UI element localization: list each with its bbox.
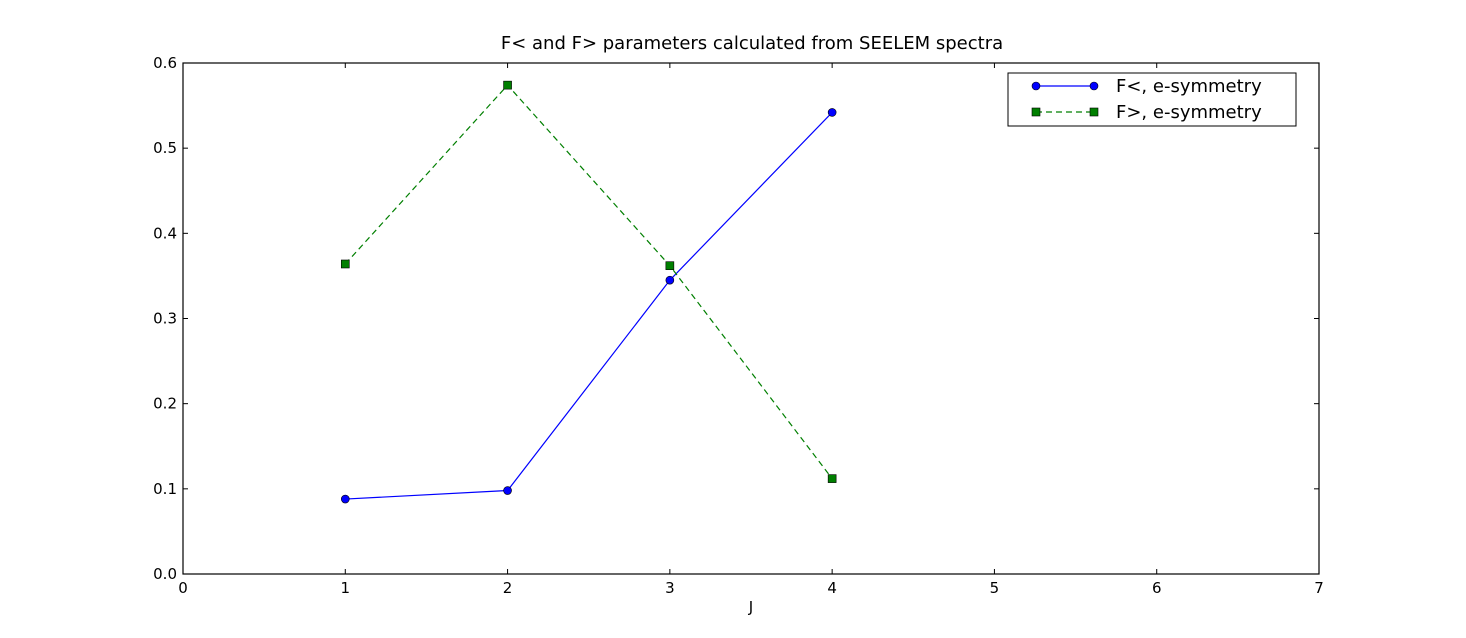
y-tick-label: 0.0 [153,565,177,583]
series-1-point [827,108,837,117]
legend-marker-start [1031,81,1041,91]
x-tick-label: 1 [341,579,351,597]
legend-label-1: F<, e-symmetry [1116,76,1262,97]
y-tick-label: 0.2 [153,395,177,413]
chart-title: F< and F> parameters calculated from SEE… [501,33,1003,54]
x-tick-label: 0 [178,579,188,597]
legend-label-2: F>, e-symmetry [1116,102,1262,123]
x-tick-label: 6 [1152,579,1162,597]
series-2-point [827,474,837,483]
series-2-point [665,261,675,270]
x-axis-label: J [748,598,753,616]
y-tick-label: 0.4 [153,224,177,242]
legend-box [1007,72,1297,127]
y-tick-label: 0.3 [153,310,177,328]
x-tick-label: 2 [503,579,513,597]
plot-area [182,62,1320,575]
series-2 [340,80,837,483]
legend-marker-end [1089,107,1099,117]
x-tick-label: 5 [990,579,1000,597]
series-2-point [503,80,512,90]
series-1 [340,108,837,504]
legend-marker-end [1089,81,1099,91]
series-layer [340,80,837,504]
series-1-point [665,275,675,285]
x-tick-label: 4 [827,579,837,597]
legend-marker-start [1031,107,1041,117]
series-line-1 [345,111,833,500]
series-1-point [340,494,350,504]
series-line-2 [344,84,833,479]
legend-entry-2: F>, e-symmetry [1031,102,1262,123]
y-tick-label: 0.6 [153,54,177,72]
y-tick-label: 0.1 [153,480,177,498]
plot-frame [182,62,1320,575]
y-tick-label: 0.5 [153,139,177,157]
x-tick-label: 7 [1314,579,1324,597]
legend-entry-1: F<, e-symmetry [1031,76,1262,97]
series-1-point [503,486,512,495]
x-tick-label: 3 [665,579,675,597]
series-2-point [340,259,350,269]
axis-ticks: 0 1 2 3 4 5 6 7 0.0 0.1 0.2 0.3 0.4 0.5 0.6 [153,54,1324,597]
legend: F<, e-symmetry F>, e-symmetry [1007,72,1297,127]
